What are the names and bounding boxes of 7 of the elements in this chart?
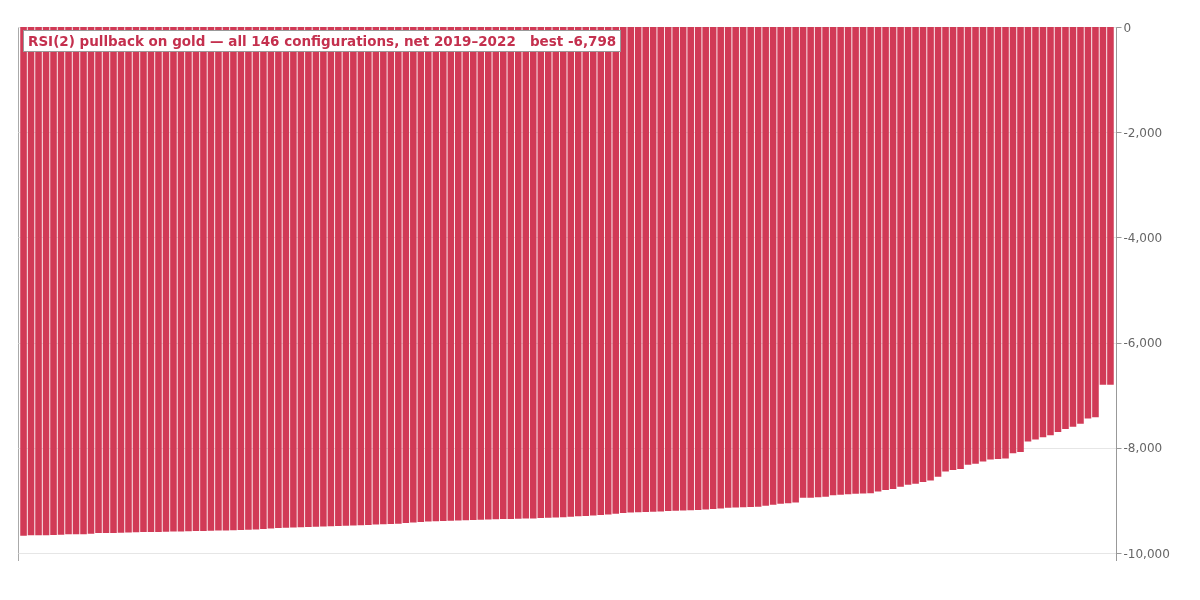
y-tick-label: -6,000 (1123, 336, 1163, 351)
text: RSI(2) pullback on gold — all 146 configurations, net 2019–2022 best -6,798 (23, 30, 622, 52)
y-tick-label: 0 (1123, 20, 1132, 35)
y-tick-label: -2,000 (1123, 125, 1163, 140)
y-tick-label: -8,000 (1123, 441, 1163, 456)
y-tick-label: -4,000 (1123, 230, 1163, 245)
y-tick-label: -10,000 (1123, 546, 1170, 561)
